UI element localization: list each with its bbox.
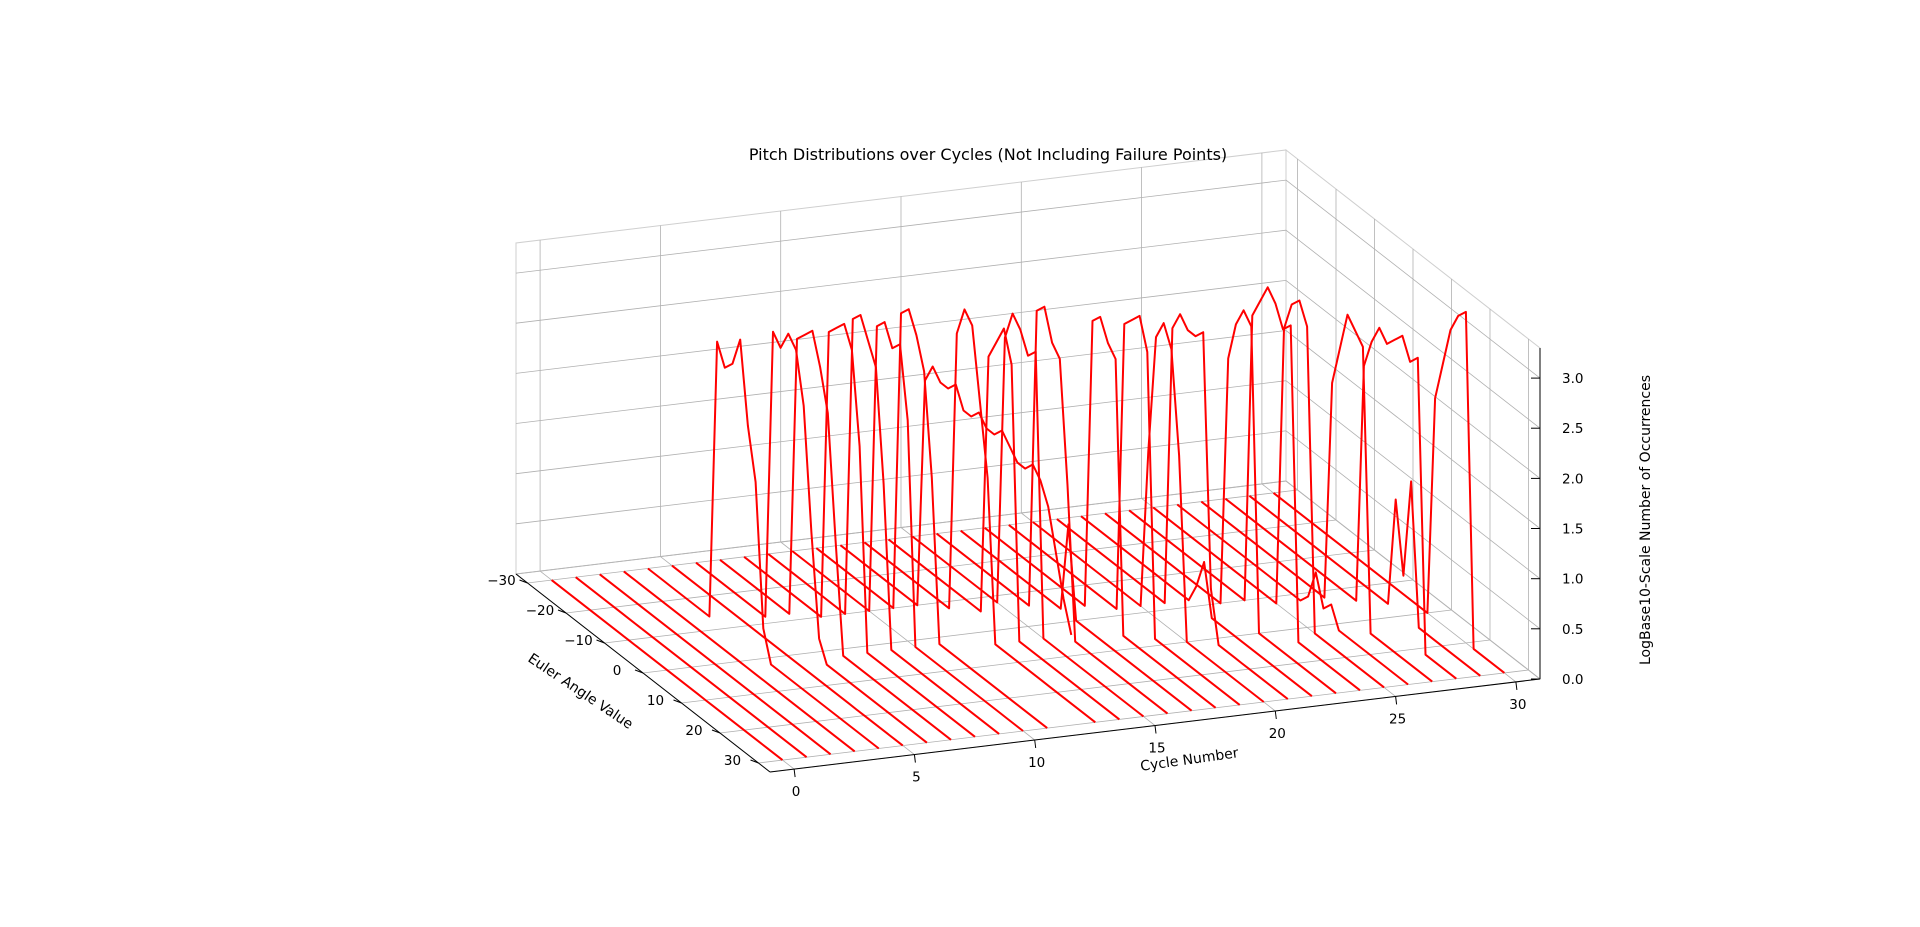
axes-panes — [514, 148, 1542, 773]
z-grid-side-5 — [1285, 229, 1541, 429]
z-grid-back-1 — [515, 430, 1287, 525]
series-cycle-29 — [1248, 480, 1481, 677]
z-grid-back-6 — [515, 179, 1287, 274]
y-tick-mark-6 — [1515, 681, 1518, 690]
series-cycle-23 — [1104, 309, 1337, 695]
series-cycle-0 — [550, 579, 784, 761]
series-cycle-20 — [1032, 322, 1265, 703]
series-cycle-25 — [1152, 299, 1385, 689]
z-grid-back-5 — [515, 229, 1287, 324]
x-tick-label: 30 — [724, 753, 741, 769]
y-tick-mark-2 — [1034, 739, 1037, 749]
z-grid-side-6 — [1285, 179, 1541, 379]
x-tick-mark-1 — [557, 609, 567, 614]
x-tick-mark-5 — [711, 729, 721, 734]
z-tick-label: 2.5 — [1562, 421, 1583, 437]
series-cycle-24 — [1128, 286, 1361, 692]
y-tick-mark-4 — [1274, 710, 1277, 720]
z-tick-label: 0.5 — [1562, 622, 1583, 638]
series-cycle-22 — [1080, 515, 1313, 697]
series-cycle-13 — [863, 308, 1096, 724]
x-tick-mark-2 — [596, 639, 605, 644]
y-tick-mark-1 — [913, 754, 916, 763]
series-cycle-11 — [815, 308, 1048, 729]
tick-labels: −30 −20 −10 0 10 20 30 0 5 10 15 20 25 30 0.0 0.5 1.0 1.5… — [487, 371, 1583, 800]
x-tick-mark-3 — [634, 669, 644, 674]
y-tick-label: 20 — [1269, 726, 1286, 742]
x-tick-mark-4 — [673, 699, 682, 704]
series-cycle-15 — [911, 312, 1145, 718]
series-cycle-5 — [671, 564, 904, 747]
series-cycle-10 — [791, 321, 1024, 732]
z-grid-back-3 — [515, 330, 1287, 424]
z-tick-label: 0.0 — [1562, 672, 1583, 688]
series-cycle-8 — [743, 322, 976, 738]
series-cycle-7 — [719, 329, 952, 741]
x-tick-label: 20 — [685, 723, 702, 739]
series-cycle-2 — [599, 573, 832, 756]
series-cycle-27 — [1200, 313, 1433, 683]
series-cycle-9 — [767, 314, 1000, 735]
series-cycle-17 — [960, 523, 1193, 712]
z-axis-label: LogBase10-Scale Number of Occurrences — [1638, 375, 1654, 665]
series-cycle-14 — [887, 327, 1121, 721]
z-tick-label: 2.0 — [1562, 471, 1583, 487]
series-cycle-1 — [575, 576, 808, 758]
x-tick-label: −30 — [487, 573, 516, 589]
series-cycle-3 — [623, 570, 856, 753]
series-cycle-6 — [695, 330, 928, 744]
z-grid-side-4 — [1285, 280, 1541, 479]
series-cycle-28 — [1224, 326, 1457, 680]
x-tick-label: −10 — [564, 633, 593, 649]
x-tick-label: 10 — [647, 693, 664, 709]
y-tick-label: 10 — [1028, 755, 1045, 771]
chart-title: Pitch Distributions over Cycles (Not Inc… — [749, 145, 1227, 164]
series-cycle-4 — [647, 338, 880, 750]
series-lines — [550, 286, 1506, 761]
y-tick-label: 5 — [912, 770, 921, 786]
series-cycle-19 — [1008, 314, 1241, 706]
z-tick-label: 1.0 — [1562, 572, 1583, 588]
z-grid-side-2 — [1285, 380, 1541, 580]
y-tick-label: 30 — [1509, 697, 1526, 713]
x-tick-label: 0 — [613, 663, 622, 679]
z-tick-label: 3.0 — [1562, 371, 1583, 387]
z-grid-side-3 — [1285, 330, 1541, 529]
z-grid-back-0 — [515, 480, 1287, 575]
y-tick-mark-0 — [793, 769, 796, 778]
series-cycle-30 — [1272, 310, 1506, 674]
z-grid-back-2 — [515, 380, 1287, 475]
x-tick-label: −20 — [526, 603, 555, 619]
y-tick-label: 0 — [792, 784, 801, 800]
grid-lines — [515, 152, 1541, 770]
x-tick-mark-0 — [519, 579, 528, 584]
series-cycle-21 — [1056, 313, 1289, 700]
y-tick-label: 15 — [1148, 741, 1165, 757]
series-cycle-26 — [1176, 503, 1409, 686]
y-tick-label: 25 — [1389, 711, 1406, 727]
x-tick-mark-6 — [750, 759, 759, 764]
y-tick-mark-3 — [1154, 725, 1157, 734]
z-tick-label: 1.5 — [1562, 522, 1583, 538]
y-tick-mark-5 — [1395, 696, 1398, 705]
series-cycle-18 — [984, 315, 1217, 709]
series-cycle-16 — [935, 305, 1169, 715]
